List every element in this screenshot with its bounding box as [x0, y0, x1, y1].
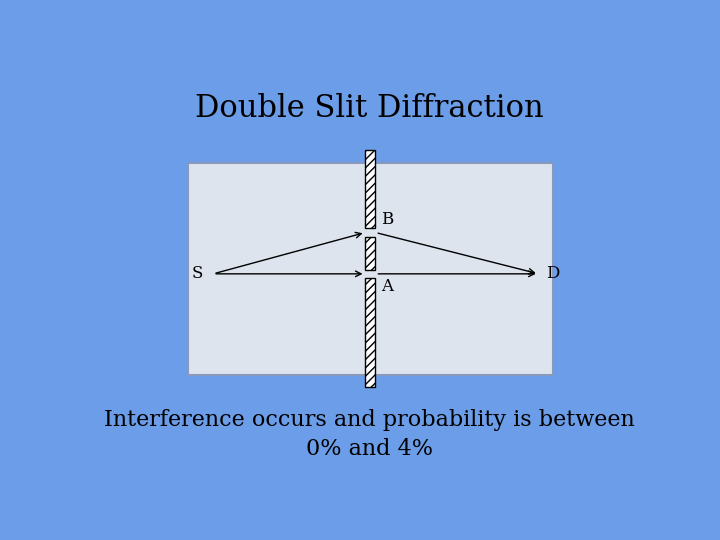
- Bar: [365, 150, 375, 228]
- Text: S: S: [192, 265, 203, 282]
- Bar: [188, 163, 553, 375]
- Text: Interference occurs and probability is between: Interference occurs and probability is b…: [104, 409, 634, 431]
- Text: B: B: [381, 211, 393, 228]
- Text: A: A: [381, 278, 393, 295]
- Bar: [365, 237, 375, 269]
- Text: Double Slit Diffraction: Double Slit Diffraction: [194, 93, 544, 124]
- Text: 0% and 4%: 0% and 4%: [305, 438, 433, 461]
- Text: D: D: [546, 265, 559, 282]
- Bar: [365, 278, 375, 387]
